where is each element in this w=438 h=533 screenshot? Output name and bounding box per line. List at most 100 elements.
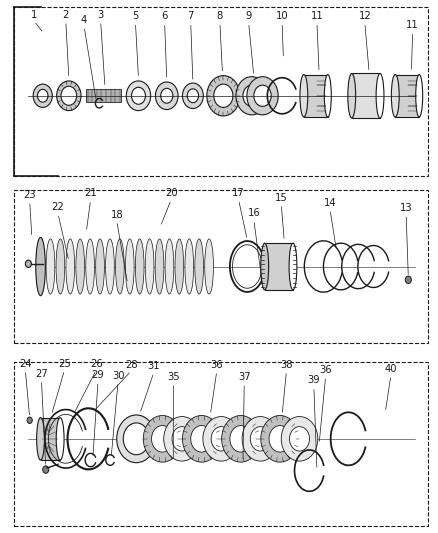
Ellipse shape: [145, 239, 154, 294]
Ellipse shape: [95, 239, 104, 294]
Circle shape: [281, 417, 318, 461]
Text: 29: 29: [92, 370, 104, 380]
Circle shape: [242, 417, 279, 461]
Circle shape: [172, 426, 192, 451]
Circle shape: [117, 415, 156, 463]
Text: 1: 1: [31, 10, 37, 20]
Circle shape: [230, 425, 252, 452]
Ellipse shape: [416, 75, 423, 117]
Circle shape: [126, 81, 151, 111]
Circle shape: [123, 423, 149, 455]
Ellipse shape: [185, 239, 194, 294]
Ellipse shape: [261, 243, 268, 290]
Bar: [304, 75, 328, 117]
Ellipse shape: [155, 239, 164, 294]
Text: 30: 30: [112, 371, 124, 381]
Text: 26: 26: [90, 359, 102, 368]
Circle shape: [187, 89, 198, 103]
Ellipse shape: [46, 239, 55, 294]
Text: 36: 36: [211, 360, 223, 369]
Text: 35: 35: [167, 372, 180, 382]
Circle shape: [33, 84, 52, 108]
Ellipse shape: [106, 239, 114, 294]
Ellipse shape: [36, 239, 45, 294]
Bar: [352, 74, 380, 118]
Circle shape: [143, 416, 182, 462]
Text: 21: 21: [84, 188, 97, 198]
Ellipse shape: [125, 239, 134, 294]
Ellipse shape: [165, 239, 174, 294]
Circle shape: [25, 260, 32, 268]
Text: 23: 23: [23, 190, 36, 200]
Text: 39: 39: [307, 375, 320, 385]
Text: 18: 18: [110, 209, 123, 220]
Text: 10: 10: [276, 11, 288, 21]
Circle shape: [254, 85, 271, 107]
Text: 7: 7: [187, 11, 194, 21]
Circle shape: [261, 416, 299, 462]
Ellipse shape: [36, 237, 46, 296]
Circle shape: [155, 82, 178, 110]
Text: 2: 2: [63, 10, 69, 20]
Text: 25: 25: [58, 359, 71, 368]
Text: 27: 27: [35, 369, 48, 378]
Text: 9: 9: [245, 11, 252, 21]
Text: 12: 12: [358, 11, 371, 21]
Text: 37: 37: [238, 372, 251, 382]
Bar: [395, 75, 419, 117]
Text: 36: 36: [319, 365, 332, 375]
Circle shape: [131, 87, 145, 104]
Circle shape: [164, 417, 200, 461]
Circle shape: [290, 426, 310, 451]
Circle shape: [214, 84, 233, 108]
Circle shape: [269, 425, 291, 452]
Circle shape: [61, 86, 77, 106]
Ellipse shape: [86, 239, 95, 294]
Circle shape: [207, 76, 240, 116]
Text: 14: 14: [324, 198, 336, 208]
Circle shape: [405, 276, 411, 284]
Text: 15: 15: [275, 192, 288, 203]
Ellipse shape: [289, 243, 297, 290]
Ellipse shape: [66, 239, 74, 294]
Ellipse shape: [205, 239, 213, 294]
Ellipse shape: [135, 239, 144, 294]
Circle shape: [161, 88, 173, 103]
Circle shape: [222, 416, 260, 462]
Text: 4: 4: [81, 15, 87, 25]
Bar: [41, 418, 60, 460]
Circle shape: [152, 425, 173, 452]
Bar: [265, 243, 293, 290]
Text: 28: 28: [125, 360, 138, 369]
Ellipse shape: [76, 239, 85, 294]
Ellipse shape: [37, 418, 45, 460]
Circle shape: [251, 426, 270, 451]
Ellipse shape: [300, 75, 308, 117]
Circle shape: [183, 416, 221, 462]
Ellipse shape: [116, 239, 124, 294]
Circle shape: [236, 77, 267, 115]
Circle shape: [191, 425, 212, 452]
Circle shape: [154, 436, 158, 441]
Text: 22: 22: [52, 202, 64, 212]
Text: 17: 17: [232, 188, 245, 198]
Circle shape: [27, 417, 32, 423]
Text: 13: 13: [400, 203, 413, 213]
Ellipse shape: [56, 418, 64, 460]
Circle shape: [57, 81, 81, 111]
Text: 5: 5: [132, 11, 138, 21]
Text: 31: 31: [148, 361, 160, 371]
Ellipse shape: [56, 239, 65, 294]
Text: 11: 11: [311, 11, 323, 21]
Text: 6: 6: [162, 11, 168, 21]
Circle shape: [183, 83, 203, 109]
Circle shape: [243, 85, 260, 107]
Circle shape: [43, 466, 49, 473]
Ellipse shape: [391, 75, 399, 117]
Ellipse shape: [376, 74, 384, 118]
Ellipse shape: [195, 239, 204, 294]
Ellipse shape: [348, 74, 356, 118]
Ellipse shape: [175, 239, 184, 294]
Circle shape: [38, 90, 48, 102]
Text: 20: 20: [165, 188, 177, 198]
